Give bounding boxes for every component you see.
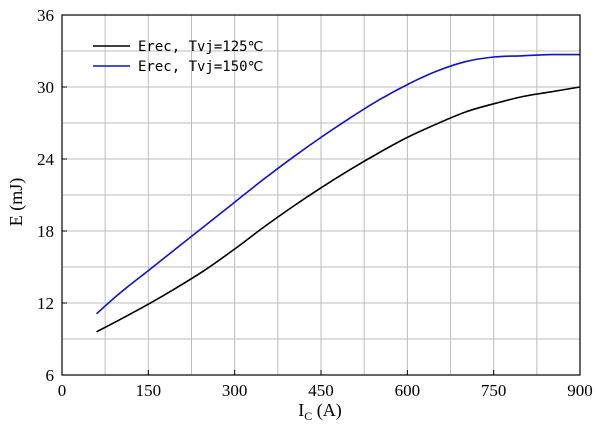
x-tick-label: 0 bbox=[58, 381, 67, 400]
y-tick-label: 12 bbox=[37, 294, 54, 313]
x-tick-label: 900 bbox=[567, 381, 593, 400]
x-axis-label-unit: (A) bbox=[312, 400, 342, 421]
y-tick-label: 18 bbox=[37, 222, 54, 241]
x-tick-label: 300 bbox=[222, 381, 248, 400]
legend-label-1: Erec, Tvj=125℃ bbox=[138, 39, 263, 55]
x-tick-label: 150 bbox=[136, 381, 162, 400]
x-axis-label-subscript: C bbox=[304, 409, 312, 423]
y-tick-label: 30 bbox=[37, 78, 54, 97]
y-tick-label: 6 bbox=[46, 366, 55, 385]
x-tick-label: 600 bbox=[395, 381, 421, 400]
legend: Erec, Tvj=125℃ Erec, Tvj=150℃ bbox=[93, 39, 263, 75]
y-axis-label: E (mJ) bbox=[6, 178, 27, 227]
y-tick-label: 36 bbox=[37, 6, 54, 25]
x-tick-label: 450 bbox=[308, 381, 334, 400]
y-tick-label: 24 bbox=[37, 150, 55, 169]
series-line-2 bbox=[95, 53, 581, 315]
x-axis-label: IC (A) bbox=[298, 400, 342, 423]
grid-lines bbox=[62, 15, 580, 375]
x-tick-label: 750 bbox=[481, 381, 507, 400]
series-lines bbox=[95, 53, 581, 333]
series-line-1 bbox=[96, 86, 581, 333]
axis-ticks: 0 150 300 450 600 750 900 6 12 18 24 30 36 bbox=[37, 6, 593, 400]
legend-label-2: Erec, Tvj=150℃ bbox=[138, 59, 263, 75]
x-axis-label-main: I bbox=[298, 400, 304, 420]
